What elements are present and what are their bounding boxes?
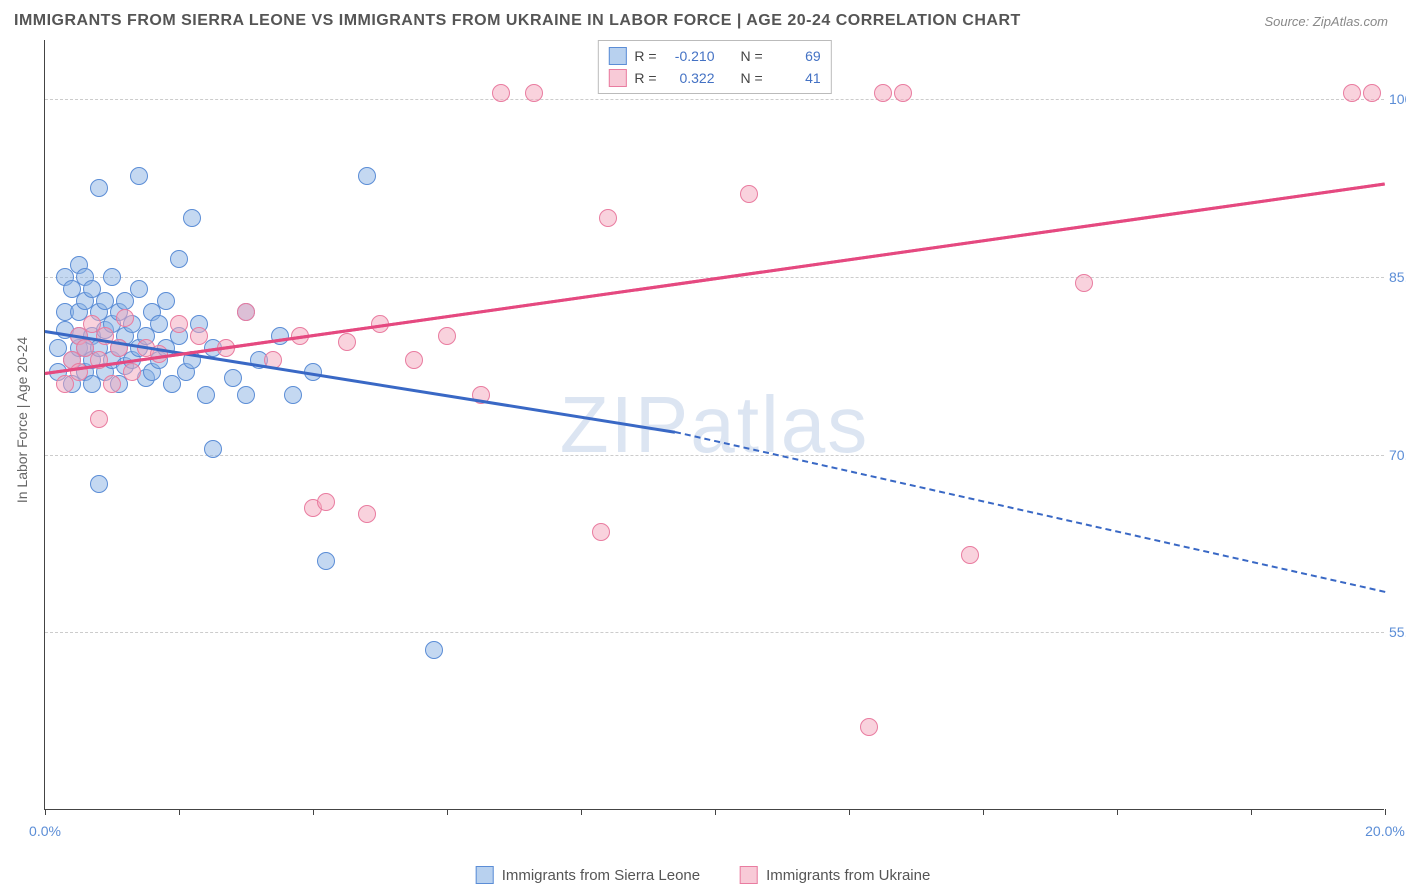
source-label: Source: ZipAtlas.com bbox=[1264, 14, 1388, 29]
x-tick bbox=[1251, 809, 1252, 815]
data-point-ukraine bbox=[170, 315, 188, 333]
data-point-ukraine bbox=[740, 185, 758, 203]
watermark: ZIPatlas bbox=[560, 379, 869, 471]
r-value-ukraine: 0.322 bbox=[665, 70, 715, 86]
x-tick bbox=[1117, 809, 1118, 815]
data-point-ukraine bbox=[123, 363, 141, 381]
y-tick-label: 100.0% bbox=[1389, 91, 1406, 107]
data-point-ukraine bbox=[405, 351, 423, 369]
data-point-ukraine bbox=[317, 493, 335, 511]
data-point-ukraine bbox=[874, 84, 892, 102]
data-point-sierra_leone bbox=[358, 167, 376, 185]
x-tick bbox=[581, 809, 582, 815]
legend-item-sierra-leone: Immigrants from Sierra Leone bbox=[476, 866, 700, 884]
correlation-legend: R = -0.210 N = 69 R = 0.322 N = 41 bbox=[597, 40, 831, 94]
y-axis-label: In Labor Force | Age 20-24 bbox=[14, 337, 30, 503]
data-point-ukraine bbox=[90, 410, 108, 428]
gridline bbox=[45, 632, 1384, 633]
data-point-ukraine bbox=[894, 84, 912, 102]
data-point-sierra_leone bbox=[103, 268, 121, 286]
data-point-sierra_leone bbox=[150, 315, 168, 333]
legend-item-ukraine: Immigrants from Ukraine bbox=[740, 866, 930, 884]
x-tick-label: 20.0% bbox=[1365, 823, 1405, 839]
data-point-ukraine bbox=[1363, 84, 1381, 102]
y-tick-label: 85.0% bbox=[1389, 269, 1406, 285]
data-point-sierra_leone bbox=[271, 327, 289, 345]
data-point-sierra_leone bbox=[90, 475, 108, 493]
data-point-sierra_leone bbox=[237, 386, 255, 404]
gridline bbox=[45, 455, 1384, 456]
legend-label-sierra-leone: Immigrants from Sierra Leone bbox=[502, 867, 700, 884]
data-point-sierra_leone bbox=[425, 641, 443, 659]
x-tick bbox=[313, 809, 314, 815]
legend-swatch-pink bbox=[608, 69, 626, 87]
r-value-sierra-leone: -0.210 bbox=[665, 48, 715, 64]
data-point-ukraine bbox=[237, 303, 255, 321]
legend-swatch-blue bbox=[608, 47, 626, 65]
data-point-sierra_leone bbox=[197, 386, 215, 404]
data-point-sierra_leone bbox=[284, 386, 302, 404]
data-point-ukraine bbox=[116, 309, 134, 327]
data-point-ukraine bbox=[860, 718, 878, 736]
data-point-sierra_leone bbox=[170, 250, 188, 268]
plot-area: ZIPatlas R = -0.210 N = 69 R = 0.322 N =… bbox=[44, 40, 1384, 810]
x-tick bbox=[45, 809, 46, 815]
data-point-ukraine bbox=[599, 209, 617, 227]
data-point-ukraine bbox=[190, 327, 208, 345]
data-point-ukraine bbox=[438, 327, 456, 345]
n-value-sierra-leone: 69 bbox=[771, 48, 821, 64]
legend-row-ukraine: R = 0.322 N = 41 bbox=[598, 67, 830, 89]
data-point-ukraine bbox=[525, 84, 543, 102]
data-point-sierra_leone bbox=[90, 179, 108, 197]
data-point-sierra_leone bbox=[224, 369, 242, 387]
n-label: N = bbox=[741, 70, 763, 86]
data-point-sierra_leone bbox=[204, 440, 222, 458]
x-tick bbox=[983, 809, 984, 815]
x-tick-label: 0.0% bbox=[29, 823, 61, 839]
r-label: R = bbox=[634, 48, 656, 64]
data-point-ukraine bbox=[338, 333, 356, 351]
x-tick bbox=[715, 809, 716, 815]
series-legend: Immigrants from Sierra Leone Immigrants … bbox=[476, 866, 931, 884]
data-point-ukraine bbox=[1343, 84, 1361, 102]
data-point-ukraine bbox=[961, 546, 979, 564]
r-label: R = bbox=[634, 70, 656, 86]
data-point-sierra_leone bbox=[130, 280, 148, 298]
y-tick-label: 55.0% bbox=[1389, 624, 1406, 640]
n-label: N = bbox=[741, 48, 763, 64]
data-point-sierra_leone bbox=[183, 209, 201, 227]
data-point-sierra_leone bbox=[130, 167, 148, 185]
data-point-sierra_leone bbox=[157, 292, 175, 310]
trend-line-ukraine bbox=[45, 182, 1385, 374]
data-point-ukraine bbox=[492, 84, 510, 102]
gridline bbox=[45, 99, 1384, 100]
data-point-ukraine bbox=[1075, 274, 1093, 292]
x-tick bbox=[1385, 809, 1386, 815]
legend-label-ukraine: Immigrants from Ukraine bbox=[766, 867, 930, 884]
legend-swatch-blue bbox=[476, 866, 494, 884]
n-value-ukraine: 41 bbox=[771, 70, 821, 86]
data-point-ukraine bbox=[358, 505, 376, 523]
legend-row-sierra-leone: R = -0.210 N = 69 bbox=[598, 45, 830, 67]
legend-swatch-pink bbox=[740, 866, 758, 884]
x-tick bbox=[447, 809, 448, 815]
y-tick-label: 70.0% bbox=[1389, 447, 1406, 463]
x-tick bbox=[179, 809, 180, 815]
data-point-ukraine bbox=[592, 523, 610, 541]
data-point-sierra_leone bbox=[317, 552, 335, 570]
chart-title: IMMIGRANTS FROM SIERRA LEONE VS IMMIGRAN… bbox=[14, 12, 1021, 30]
x-tick bbox=[849, 809, 850, 815]
data-point-ukraine bbox=[103, 375, 121, 393]
